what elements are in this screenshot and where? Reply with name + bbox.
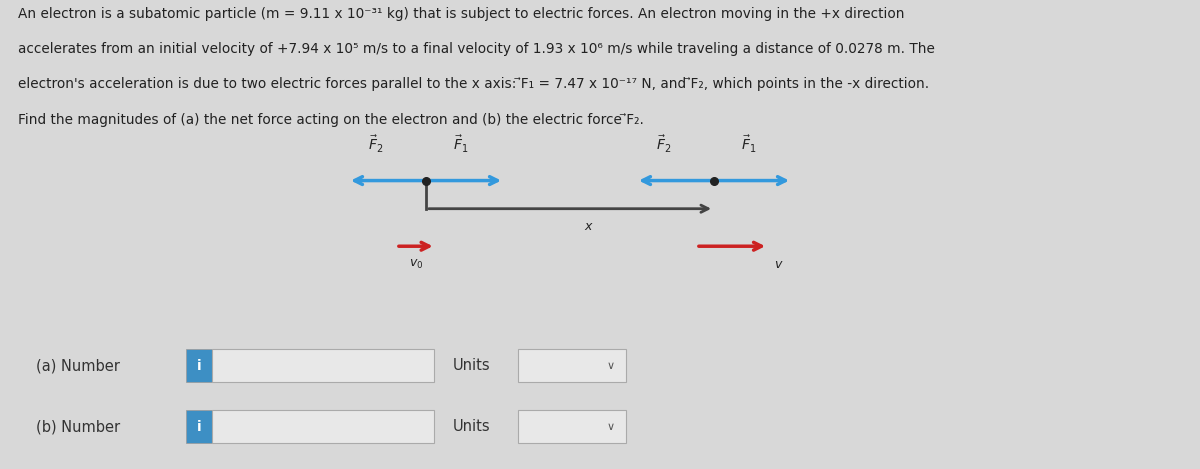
Text: electron's acceleration is due to two electric forces parallel to the x axis: ⃗F: electron's acceleration is due to two el… <box>18 77 929 91</box>
Text: Find the magnitudes of (a) the net force acting on the electron and (b) the elec: Find the magnitudes of (a) the net force… <box>18 113 644 127</box>
Text: $\vec{F}_2$: $\vec{F}_2$ <box>367 134 383 155</box>
FancyBboxPatch shape <box>518 349 626 382</box>
FancyBboxPatch shape <box>212 410 434 443</box>
FancyBboxPatch shape <box>186 349 212 382</box>
FancyBboxPatch shape <box>212 349 434 382</box>
Text: Units: Units <box>452 419 490 434</box>
Text: x: x <box>584 220 592 234</box>
Text: ∨: ∨ <box>606 361 614 371</box>
FancyBboxPatch shape <box>518 410 626 443</box>
Text: i: i <box>197 420 202 434</box>
Text: $v$: $v$ <box>774 258 784 271</box>
FancyBboxPatch shape <box>186 410 212 443</box>
Text: accelerates from an initial velocity of +7.94 x 10⁵ m/s to a final velocity of 1: accelerates from an initial velocity of … <box>18 42 935 56</box>
Text: (b) Number: (b) Number <box>36 419 120 434</box>
Text: $\vec{F}_2$: $\vec{F}_2$ <box>655 134 671 155</box>
Text: (a) Number: (a) Number <box>36 358 120 373</box>
Text: An electron is a subatomic particle (m = 9.11 x 10⁻³¹ kg) that is subject to ele: An electron is a subatomic particle (m =… <box>18 7 905 21</box>
Text: i: i <box>197 359 202 373</box>
Text: ∨: ∨ <box>606 422 614 432</box>
Text: $\vec{F}_1$: $\vec{F}_1$ <box>454 134 469 155</box>
Text: $\vec{F}_1$: $\vec{F}_1$ <box>742 134 757 155</box>
Text: $v_0$: $v_0$ <box>409 258 422 271</box>
Text: Units: Units <box>452 358 490 373</box>
